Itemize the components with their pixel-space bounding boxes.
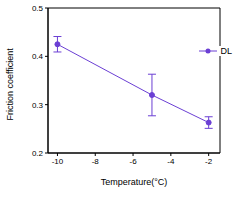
svg-text:-6: -6 (129, 157, 137, 166)
svg-text:0.3: 0.3 (32, 101, 44, 110)
html-text:DL: DL (220, 46, 232, 56)
svg-text:-10: -10 (52, 157, 64, 166)
svg-text:0.5: 0.5 (32, 4, 44, 13)
svg-text:Friction coefficient: Friction coefficient (8, 48, 15, 121)
svg-text:-8: -8 (92, 157, 100, 166)
svg-text:-2: -2 (205, 157, 213, 166)
svg-text:0.2: 0.2 (32, 149, 44, 158)
svg-text:0.4: 0.4 (32, 52, 44, 61)
svg-text:Temperature(°C): Temperature(°C) (101, 177, 168, 187)
svg-text:-4: -4 (167, 157, 175, 166)
